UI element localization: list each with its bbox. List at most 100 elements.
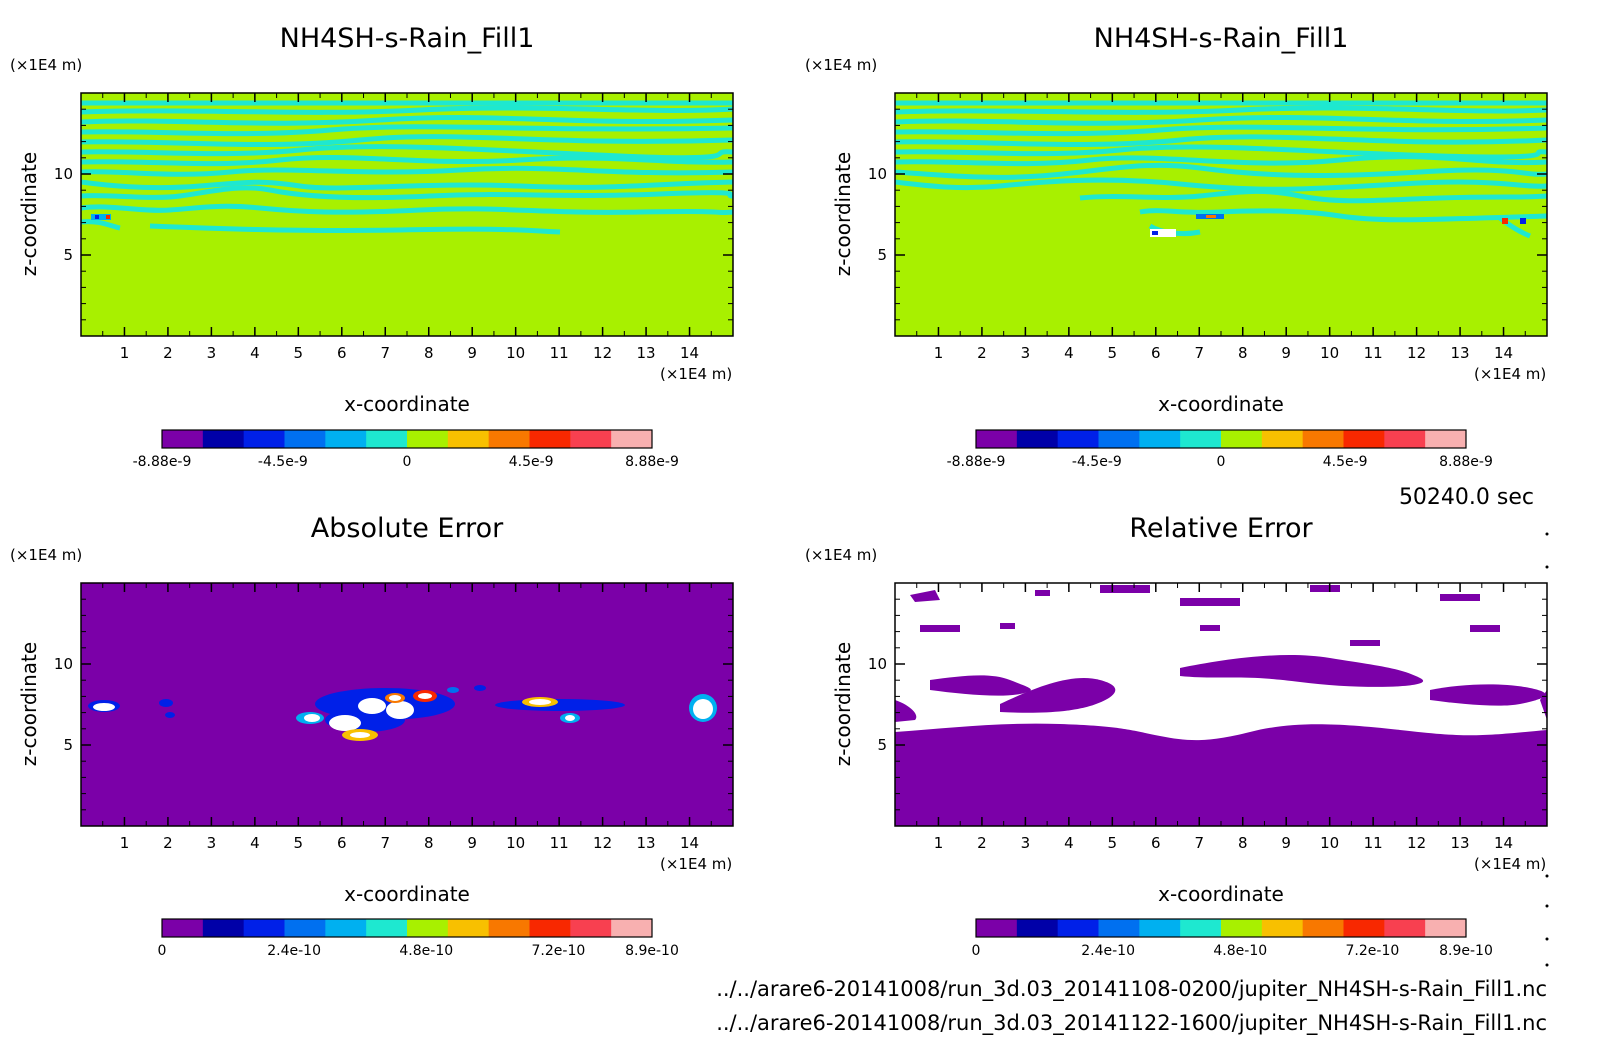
x-tick-label: 9: [1281, 344, 1291, 362]
x-tick-label: 5: [294, 834, 304, 852]
colorbar-tick-label: 8.88e-9: [1439, 454, 1493, 470]
colorbar-swatch: [1384, 919, 1426, 937]
x-tick-label: 2: [163, 834, 173, 852]
colorbar-swatch: [243, 430, 285, 448]
colorbar-tick-label: -4.5e-9: [1072, 454, 1122, 470]
panel-bottom-right: Relative Error (×1E4 m): [805, 513, 1548, 959]
colorbar-frame: [161, 429, 653, 449]
x-tick-label: 11: [1364, 344, 1383, 362]
error-region: [895, 723, 1547, 826]
x-tick-label: 10: [506, 344, 525, 362]
y-axis-label: z-coordinate: [831, 642, 855, 766]
feature-spot: [1152, 231, 1158, 235]
y-tick-label: 5: [877, 736, 887, 754]
colorbar-swatch: [570, 430, 612, 448]
time-stamp: 50240.0 sec: [1399, 485, 1534, 510]
colorbar-tick-label: 8.9e-10: [625, 943, 679, 959]
x-tick-label: 11: [550, 344, 569, 362]
x-tick-label: 14: [1494, 344, 1513, 362]
margin-dots: [1545, 532, 1549, 967]
x-tick-label: 7: [1194, 834, 1204, 852]
x-tick-label: 2: [163, 344, 173, 362]
contour-bands: [81, 100, 733, 235]
colorbar-tick-label: 8.9e-10: [1439, 943, 1493, 959]
x-tick-label: 1: [934, 344, 944, 362]
feature-spot: [1150, 229, 1176, 237]
x-tick-label: 4: [250, 344, 260, 362]
feature-spot: [1520, 218, 1526, 224]
y-axis-label: z-coordinate: [831, 152, 855, 276]
x-tick-label: 13: [637, 834, 656, 852]
colorbar-swatch: [407, 919, 449, 937]
x-tick-label: 2: [977, 834, 987, 852]
x-tick-label: 7: [1194, 344, 1204, 362]
x-tick-label: 6: [1151, 344, 1161, 362]
panel-top-right: NH4SH-s-Rain_Fill1 (×1E4 m): [805, 23, 1548, 470]
x-tick-label: 1: [120, 834, 130, 852]
x-axis-label: x-coordinate: [1158, 392, 1284, 416]
y-tick-label: 10: [868, 655, 887, 673]
panel-title: Relative Error: [1129, 513, 1313, 544]
colorbar-swatch: [1261, 430, 1304, 448]
colorbar-tick-label: 0: [1217, 454, 1226, 470]
colorbar-swatch: [488, 919, 530, 937]
x-tick-label: 8: [1238, 344, 1248, 362]
y-tick-label: 10: [54, 655, 73, 673]
y-tick-label: 10: [868, 165, 887, 183]
colorbar-swatch: [447, 430, 490, 448]
colorbar-swatch: [325, 919, 367, 937]
panel-title: Absolute Error: [311, 513, 504, 544]
colorbar-swatch: [1139, 919, 1181, 937]
y-axis-label: z-coordinate: [17, 642, 41, 766]
y-unit: (×1E4 m): [10, 546, 82, 564]
colorbar-tick-label: -8.88e-9: [133, 454, 192, 470]
x-tick-label: 4: [1064, 834, 1074, 852]
x-tick-label: 7: [380, 344, 390, 362]
x-tick-label: 5: [1108, 834, 1118, 852]
x-tick-label: 12: [593, 834, 612, 852]
panel-title: NH4SH-s-Rain_Fill1: [1094, 23, 1349, 54]
x-tick-label: 6: [337, 344, 347, 362]
x-tick-label: 8: [424, 834, 434, 852]
x-tick-label: 7: [380, 834, 390, 852]
x-tick-label: 10: [1320, 344, 1339, 362]
x-tick-label: 3: [207, 834, 217, 852]
colorbar-swatch: [1425, 430, 1467, 448]
x-tick-label: 6: [1151, 834, 1161, 852]
x-tick-label: 4: [250, 834, 260, 852]
x-tick-label: 12: [1407, 834, 1426, 852]
colorbar: -8.88e-9 -4.5e-9 0 4.5e-9 8.88e-9: [133, 429, 679, 470]
colorbar-tick-label: 2.4e-10: [1081, 943, 1135, 959]
colorbar-tick-label: 4.8e-10: [1213, 943, 1267, 959]
y-unit: (×1E4 m): [805, 56, 877, 74]
colorbar-swatch: [1221, 430, 1263, 448]
colorbar-swatch: [1016, 919, 1059, 937]
x-tick-label: 11: [1364, 834, 1383, 852]
colorbar: 0 2.4e-10 4.8e-10 7.2e-10 8.9e-10: [972, 918, 1493, 959]
contour-bands: [895, 100, 1547, 239]
colorbar-tick-label: 4.5e-9: [1323, 454, 1368, 470]
colorbar-swatch: [611, 430, 653, 448]
file-path-1: ../../arare6-20141008/run_3d.03_20141108…: [716, 977, 1547, 1002]
colorbar-swatch: [447, 919, 490, 937]
plot-area: [81, 93, 733, 336]
y-axis-label: z-coordinate: [17, 152, 41, 276]
colorbar-swatch: [202, 919, 245, 937]
x-tick-label: 13: [1451, 834, 1470, 852]
y-tick-label: 5: [63, 736, 73, 754]
colorbar-swatch: [1343, 430, 1385, 448]
panel-top-left: NH4SH-s-Rain_Fill1 (×1E4 m): [10, 23, 734, 470]
colorbar-swatch: [570, 919, 612, 937]
x-tick-label: 13: [1451, 344, 1470, 362]
colorbar-swatch: [407, 430, 449, 448]
colorbar-swatch: [366, 919, 408, 937]
colorbar-swatch: [1261, 919, 1304, 937]
colorbar-swatch: [325, 430, 367, 448]
colorbar-tick-label: 0: [158, 943, 167, 959]
colorbar-swatch: [366, 430, 408, 448]
error-patches: [895, 585, 1547, 722]
